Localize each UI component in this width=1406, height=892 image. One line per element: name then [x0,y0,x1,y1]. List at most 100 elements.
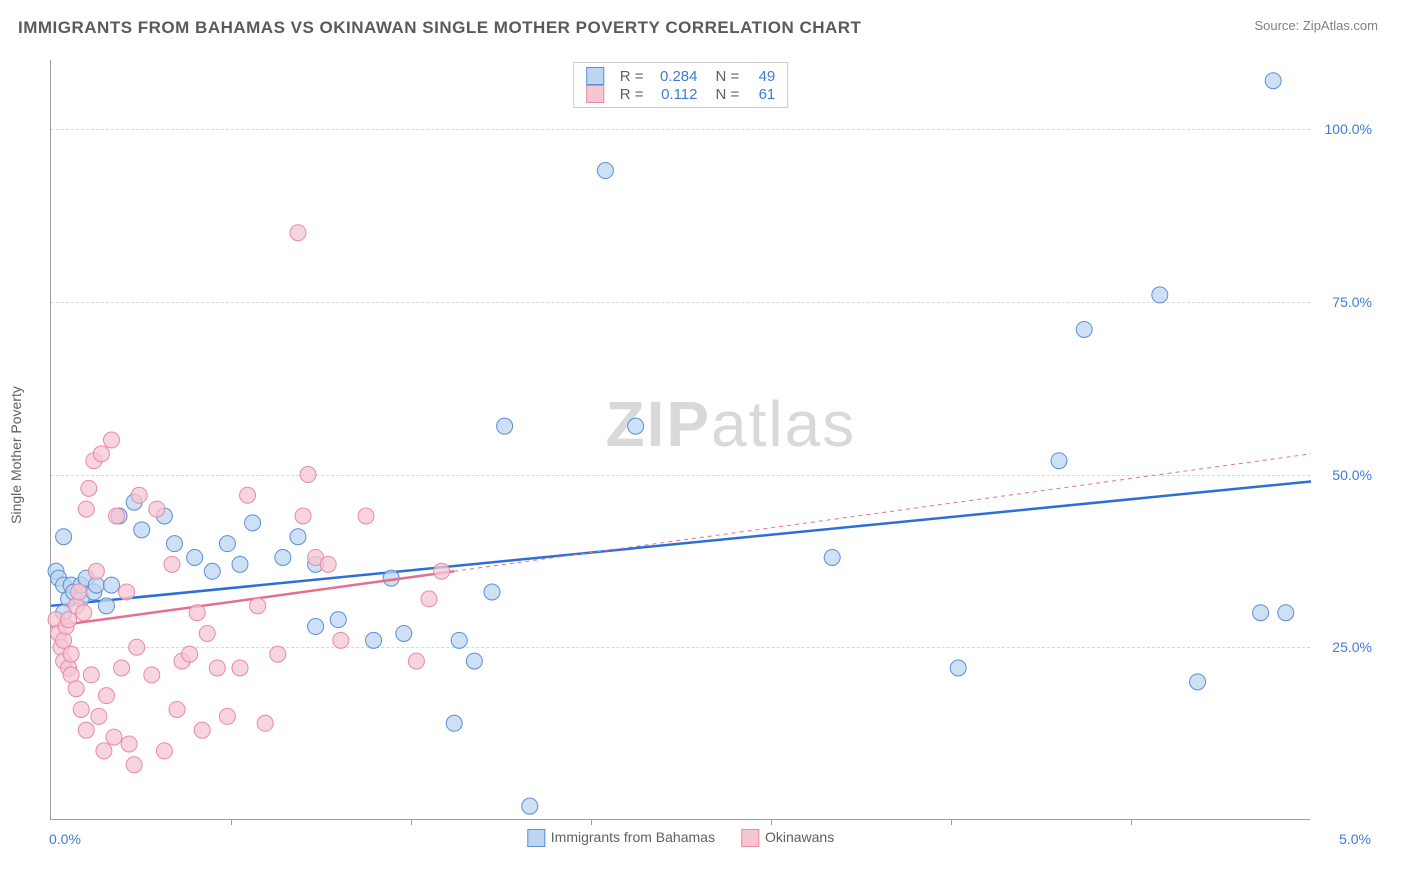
point-okinawans [106,729,122,745]
point-bahamas [497,418,513,434]
point-okinawans [96,743,112,759]
legend-r-label: R = [620,68,644,85]
point-bahamas [1152,287,1168,303]
legend-n-value: 49 [743,68,775,85]
point-okinawans [199,625,215,641]
point-bahamas [103,577,119,593]
point-bahamas [628,418,644,434]
point-okinawans [333,632,349,648]
point-bahamas [134,522,150,538]
legend-swatch [586,67,604,85]
legend-swatch [527,829,545,847]
point-okinawans [358,508,374,524]
series-legend-item-okinawans: Okinawans [741,829,834,847]
scatter-svg [51,60,1310,819]
point-bahamas [446,715,462,731]
point-okinawans [320,556,336,572]
source-prefix: Source: [1254,18,1302,33]
y-tick-label: 25.0% [1316,639,1372,655]
point-okinawans [114,660,130,676]
point-bahamas [232,556,248,572]
point-bahamas [187,549,203,565]
point-okinawans [63,646,79,662]
y-tick-label: 50.0% [1316,467,1372,483]
x-tick-label: 5.0% [1339,831,1371,847]
point-bahamas [466,653,482,669]
point-bahamas [98,598,114,614]
trend-line-bahamas [51,481,1311,605]
point-okinawans [232,660,248,676]
point-bahamas [290,529,306,545]
point-okinawans [78,722,94,738]
point-okinawans [126,757,142,773]
point-okinawans [295,508,311,524]
legend-n-label: N = [716,86,740,103]
correlation-legend: R =0.284 N =49 R =0.112 N =61 [573,62,789,108]
point-okinawans [219,708,235,724]
point-okinawans [119,584,135,600]
point-okinawans [73,701,89,717]
point-okinawans [93,446,109,462]
point-okinawans [109,508,125,524]
point-okinawans [240,487,256,503]
point-okinawans [209,660,225,676]
y-tick-label: 100.0% [1316,121,1372,137]
chart-title: IMMIGRANTS FROM BAHAMAS VS OKINAWAN SING… [18,18,861,38]
x-tick [411,819,412,825]
point-bahamas [396,625,412,641]
point-okinawans [300,467,316,483]
point-bahamas [522,798,538,814]
point-okinawans [290,225,306,241]
y-tick-label: 75.0% [1316,294,1372,310]
legend-row-okinawans: R =0.112 N =61 [586,85,776,103]
source-attribution: Source: ZipAtlas.com [1254,18,1378,33]
legend-r-label: R = [620,86,644,103]
x-tick [231,819,232,825]
source-link[interactable]: ZipAtlas.com [1303,18,1378,33]
legend-row-bahamas: R =0.284 N =49 [586,67,776,85]
point-okinawans [121,736,137,752]
point-bahamas [1190,674,1206,690]
point-okinawans [83,667,99,683]
point-bahamas [1265,73,1281,89]
point-okinawans [189,605,205,621]
legend-r-value: 0.284 [648,68,698,85]
point-bahamas [366,632,382,648]
legend-n-value: 61 [743,86,775,103]
point-okinawans [78,501,94,517]
series-label: Immigrants from Bahamas [551,829,715,845]
x-tick [591,819,592,825]
point-bahamas [330,612,346,628]
point-bahamas [484,584,500,600]
point-okinawans [131,487,147,503]
point-bahamas [1051,453,1067,469]
point-okinawans [81,480,97,496]
point-okinawans [156,743,172,759]
point-okinawans [88,563,104,579]
point-bahamas [204,563,220,579]
point-okinawans [250,598,266,614]
x-tick [951,819,952,825]
point-okinawans [103,432,119,448]
point-okinawans [194,722,210,738]
point-bahamas [308,619,324,635]
legend-swatch [741,829,759,847]
point-bahamas [1253,605,1269,621]
point-bahamas [275,549,291,565]
point-okinawans [129,639,145,655]
point-bahamas [56,529,72,545]
point-okinawans [421,591,437,607]
point-bahamas [824,549,840,565]
point-bahamas [245,515,261,531]
point-okinawans [182,646,198,662]
x-tick [771,819,772,825]
point-bahamas [219,536,235,552]
point-okinawans [144,667,160,683]
legend-n-label: N = [716,68,740,85]
legend-r-value: 0.112 [648,86,698,103]
point-okinawans [76,605,92,621]
x-tick [1131,819,1132,825]
series-label: Okinawans [765,829,834,845]
point-okinawans [98,688,114,704]
point-okinawans [257,715,273,731]
